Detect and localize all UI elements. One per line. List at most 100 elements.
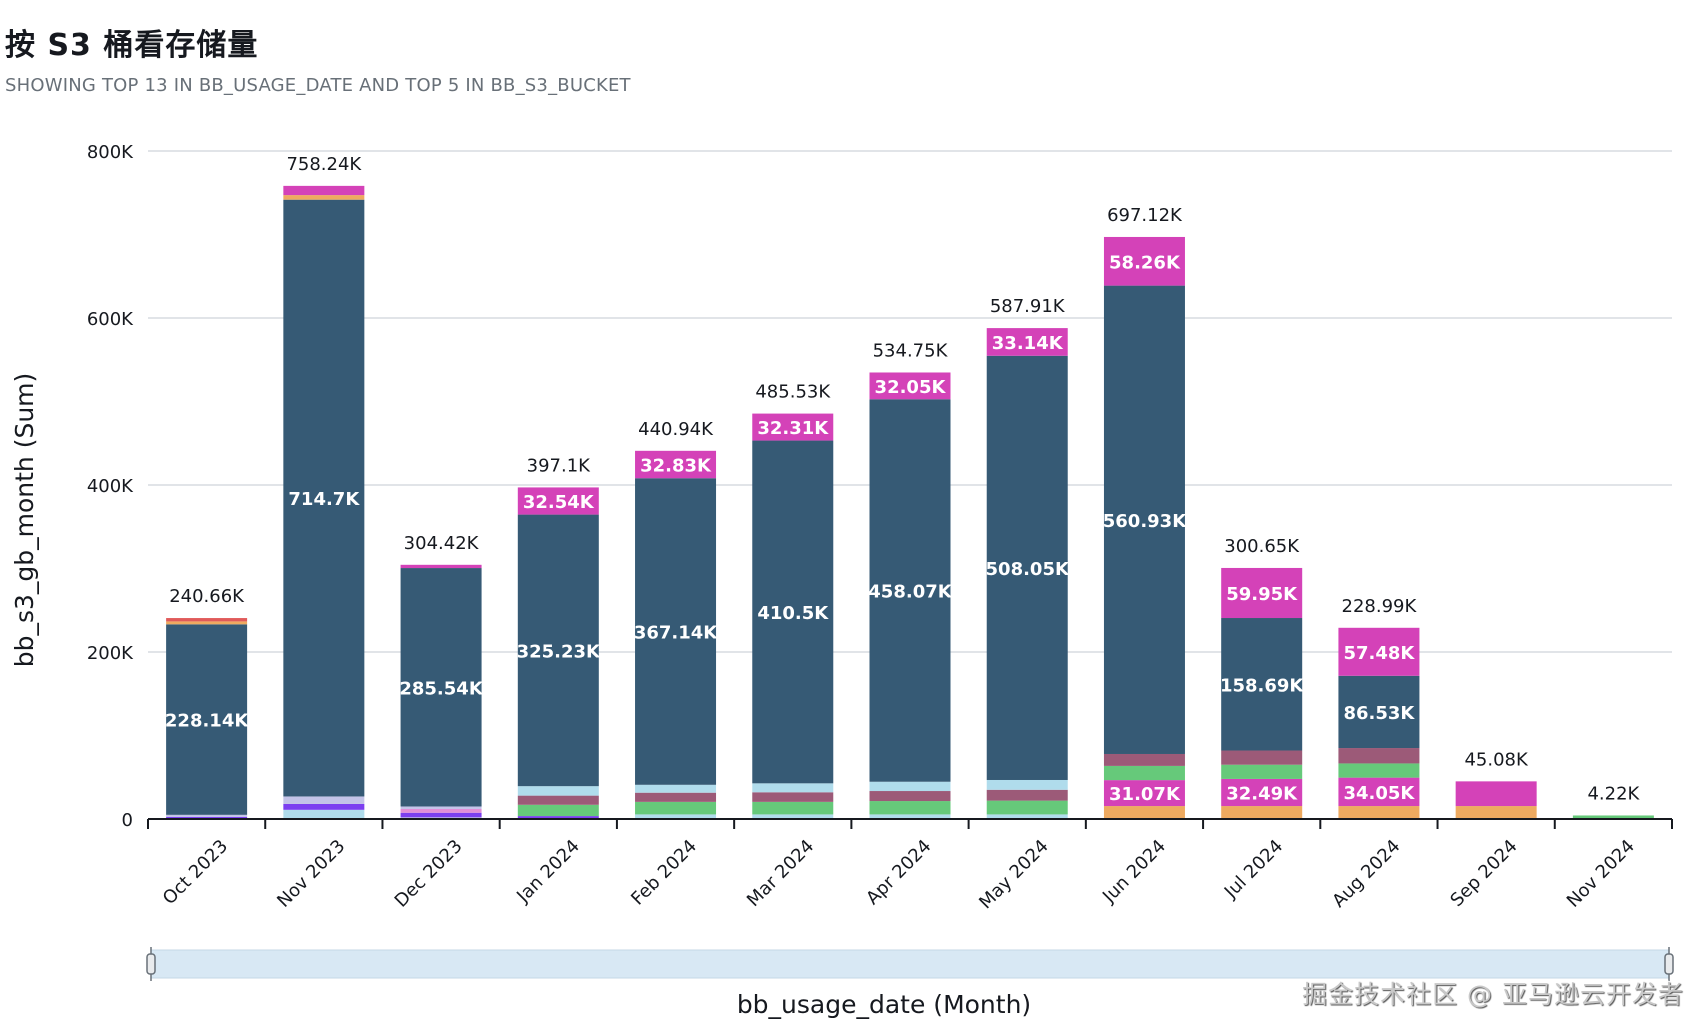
bar-segment[interactable] (166, 618, 248, 622)
segment-label: 158.69K (1220, 675, 1304, 696)
bar-stack[interactable]: 508.05K 33.14K 587.91K (986, 296, 1070, 819)
x-tick-label: Feb 2024 (627, 836, 701, 910)
bar-segment[interactable] (986, 779, 1068, 790)
bar-segment[interactable] (869, 372, 951, 400)
bar-stack[interactable]: 714.7K 758.24K (283, 154, 365, 819)
bar-segment[interactable] (635, 450, 717, 479)
chart-title: 按 S3 桶看存储量 (5, 28, 259, 63)
bar-segment[interactable] (1103, 780, 1185, 807)
bar-segment[interactable] (1103, 765, 1185, 781)
bar-segment[interactable] (166, 621, 248, 625)
bar-segment[interactable] (400, 564, 482, 569)
bar-segment[interactable] (1338, 806, 1420, 819)
bar-segment[interactable] (869, 791, 951, 802)
scrollbar-handle-left[interactable] (146, 947, 156, 981)
bar-segment[interactable] (635, 792, 717, 802)
bar-segment[interactable] (1338, 763, 1420, 778)
bar-stack[interactable]: 325.23K 32.54K 397.1K (517, 455, 601, 819)
bar-segment[interactable] (517, 795, 599, 805)
bar-stack[interactable]: 34.05K 86.53K 57.48K 228.99K (1338, 596, 1420, 819)
bar-segment[interactable] (283, 195, 365, 200)
bar-segment[interactable] (752, 783, 834, 793)
bar-segment[interactable] (1338, 627, 1420, 676)
bar-segment[interactable] (1103, 285, 1185, 754)
bar-stack[interactable]: 228.14K 240.66K (165, 586, 249, 819)
bar-segment[interactable] (1455, 806, 1537, 819)
bar-segment[interactable] (166, 816, 248, 819)
bar-segment[interactable] (869, 781, 951, 792)
bar-segment[interactable] (400, 806, 482, 809)
bar-segment[interactable] (1338, 675, 1420, 749)
bar-segment[interactable] (400, 568, 482, 807)
y-tick-label: 0 (122, 810, 133, 831)
bar-stack[interactable]: 458.07K 32.05K 534.75K (868, 340, 953, 819)
segment-label: 32.31K (757, 418, 829, 439)
bar-segment[interactable] (1221, 750, 1303, 765)
y-axis-ticks: 0 200K 400K 600K 800K (87, 142, 134, 831)
bar-segment[interactable] (400, 812, 482, 818)
bar-segment[interactable] (752, 440, 834, 784)
bar-segment[interactable] (1103, 236, 1185, 286)
bar-segment[interactable] (752, 413, 834, 441)
bar-segment[interactable] (635, 801, 717, 815)
scrollbar-handle-right[interactable] (1664, 947, 1674, 981)
bar-segment[interactable] (1338, 777, 1420, 807)
bar-segment[interactable] (1221, 567, 1303, 619)
bar-segment[interactable] (635, 784, 717, 793)
total-label: 758.24K (286, 154, 362, 175)
bar-segment[interactable] (1221, 778, 1303, 807)
total-label: 440.94K (638, 419, 714, 440)
bar-segment[interactable] (1455, 781, 1537, 807)
bar-segment[interactable] (752, 801, 834, 815)
segment-label: 32.54K (523, 492, 595, 513)
bar-segment[interactable] (869, 399, 951, 782)
bar-segment[interactable] (517, 816, 599, 819)
bar-segment[interactable] (869, 814, 951, 819)
bar-stack[interactable]: 285.54K 304.42K (399, 533, 484, 819)
bar-segment[interactable] (283, 803, 365, 810)
bar-stack[interactable]: 367.14K 32.83K 440.94K (634, 419, 718, 819)
segment-label: 508.05K (986, 559, 1070, 580)
bar-stack[interactable]: 410.5K 32.31K 485.53K (752, 382, 834, 819)
bar-segment[interactable] (517, 514, 599, 787)
bar-stack[interactable]: 45.08K (1455, 749, 1537, 819)
bar-segment[interactable] (986, 800, 1068, 815)
bar-segment[interactable] (517, 786, 599, 796)
x-tick-label: Aug 2024 (1328, 836, 1404, 912)
bar-segment[interactable] (869, 801, 951, 815)
bar-segment[interactable] (517, 804, 599, 817)
bar-segment[interactable] (283, 199, 365, 797)
bar-stack[interactable]: 31.07K 560.93K 58.26K 697.12K (1103, 205, 1187, 819)
segment-label: 57.48K (1343, 643, 1415, 664)
bar-stack[interactable]: 32.49K 158.69K 59.95K 300.65K (1220, 536, 1304, 819)
bar-segment[interactable] (1221, 806, 1303, 819)
bar-segment[interactable] (1338, 748, 1420, 764)
bar-segment[interactable] (752, 814, 834, 819)
bar-segment[interactable] (283, 796, 365, 804)
bar-segment[interactable] (635, 478, 717, 785)
bar-segment[interactable] (283, 185, 365, 196)
bar-segment[interactable] (1221, 764, 1303, 779)
bar-segment[interactable] (166, 624, 248, 815)
bar-stack[interactable]: 4.22K (1572, 783, 1654, 819)
bar-segment[interactable] (400, 808, 482, 813)
bar-segment[interactable] (283, 809, 365, 819)
scrollbar-track[interactable] (150, 949, 1670, 979)
bar-segment[interactable] (1103, 753, 1185, 766)
x-tick-label: Nov 2023 (273, 836, 349, 912)
watermark: 掘金技术社区 @ 亚马逊云开发者 (1302, 980, 1684, 1009)
bar-segment[interactable] (635, 814, 717, 819)
segment-label: 33.14K (992, 333, 1064, 354)
bar-segment[interactable] (1103, 806, 1185, 819)
x-tick-label: Mar 2024 (743, 836, 818, 911)
range-scrollbar[interactable] (146, 947, 1674, 981)
bar-segment[interactable] (166, 814, 248, 817)
bar-segment[interactable] (986, 814, 1068, 819)
bar-segment[interactable] (986, 355, 1068, 780)
bar-segment[interactable] (1221, 618, 1303, 751)
bar-segment[interactable] (1572, 815, 1654, 819)
bar-segment[interactable] (517, 487, 599, 515)
bar-segment[interactable] (986, 789, 1068, 801)
bar-segment[interactable] (752, 792, 834, 802)
bar-segment[interactable] (986, 328, 1068, 356)
